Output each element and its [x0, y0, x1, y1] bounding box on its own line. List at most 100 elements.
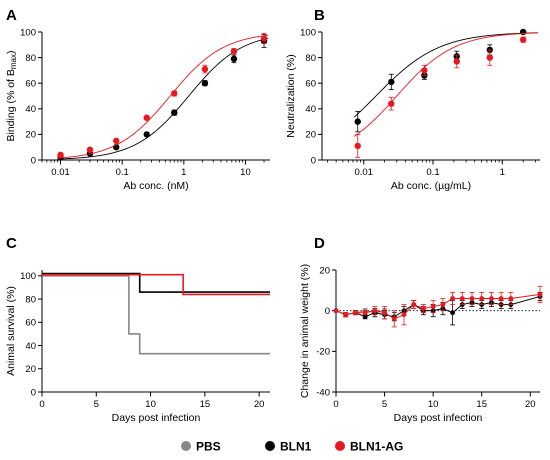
x-tick-label: 10	[240, 167, 251, 178]
y-axis-label-main: Binding (% of B	[5, 69, 17, 141]
data-point	[362, 310, 368, 316]
y-tick-label: 40	[305, 104, 316, 115]
y-axis-label: Binding (% of Bmax)	[5, 51, 18, 142]
y-tick-label: 20	[25, 364, 36, 375]
panel-c: C 0 20 40 60 80 100 0 5 10 15 20 Days post infection…	[5, 235, 270, 424]
series-pbs	[42, 275, 270, 355]
data-point	[382, 310, 387, 316]
y-tick-label: 20	[319, 265, 330, 276]
series-bln1	[353, 28, 538, 133]
y-tick-label: 60	[305, 79, 316, 90]
x-tick-label: 20	[525, 399, 536, 410]
x-tick-label: 5	[382, 399, 387, 410]
data-point	[421, 306, 426, 312]
panel-letter: B	[314, 7, 325, 24]
y-axis-label-close: )	[5, 51, 17, 55]
x-tick-label: 0.1	[116, 167, 129, 178]
data-point	[401, 312, 407, 318]
data-point	[354, 118, 361, 125]
fit-curve	[57, 37, 269, 160]
survival-line	[42, 275, 270, 355]
y-axis-label: Animal survival (%)	[5, 286, 17, 376]
fit-curve	[57, 34, 269, 159]
data-point	[86, 146, 94, 153]
legend-label: PBS	[196, 440, 221, 454]
y-tick-label: -40	[316, 387, 330, 398]
data-point	[486, 54, 493, 61]
y-tick-label: 80	[25, 53, 36, 64]
x-tick-label: 20	[254, 399, 265, 410]
x-tick-label: 15	[200, 399, 211, 410]
data-point	[537, 292, 543, 297]
legend-label: BLN1	[280, 440, 312, 454]
x-tick-label: 1	[181, 167, 186, 178]
data-point	[113, 137, 120, 144]
y-tick-label: 100	[300, 27, 316, 38]
data-point	[391, 316, 397, 322]
y-tick-label: 80	[305, 53, 316, 64]
y-axis-label: Change in animal weight (%)	[299, 264, 311, 398]
panel-letter: C	[6, 235, 17, 252]
panel-b: B 0 20 40 60 80 100 0.01 0.1 1 Ab conc. (µg/mL) Neu…	[285, 7, 540, 192]
y-tick-label: 60	[25, 79, 36, 90]
series-bln1	[42, 272, 270, 293]
y-tick-label: 0	[325, 306, 330, 317]
data-point	[453, 58, 460, 65]
survival-line	[42, 272, 270, 293]
y-tick-label: 20	[25, 130, 36, 141]
data-point	[388, 100, 395, 107]
data-point	[388, 78, 395, 86]
x-tick-label: 0	[39, 399, 44, 410]
y-tick-label: -20	[316, 347, 330, 358]
series-bln1-ag	[333, 285, 543, 328]
x-tick-label: 5	[94, 399, 99, 410]
x-tick-label: 1	[500, 167, 505, 178]
data-point	[260, 35, 268, 42]
data-point	[450, 296, 455, 301]
x-tick-label: 15	[476, 399, 487, 410]
series-bln1-ag	[42, 273, 270, 296]
data-point	[372, 308, 378, 314]
y-tick-label: 100	[20, 271, 36, 282]
series-bln1-ag	[354, 32, 538, 158]
data-point	[343, 312, 349, 318]
x-tick-label: 10	[428, 399, 439, 410]
data-point	[411, 302, 417, 307]
legend: PBS BLN1 BLN1-AG	[181, 440, 403, 454]
y-tick-label: 20	[305, 130, 316, 141]
legend-marker	[181, 441, 191, 451]
data-point	[143, 131, 150, 138]
y-tick-label: 40	[25, 341, 36, 352]
data-point	[469, 296, 475, 301]
data-point	[479, 296, 485, 301]
panel-a: A 0 20 40 60 80 100 0.01 0.1 1 10 Ab conc. (nM) Bind…	[5, 7, 270, 192]
legend-label: BLN1-AG	[350, 440, 403, 454]
data-point	[519, 28, 527, 36]
survival-line	[42, 273, 270, 296]
data-point	[430, 304, 436, 309]
y-tick-label: 60	[25, 318, 36, 329]
x-axis-label: Days post infection	[394, 412, 483, 424]
y-tick-label: 80	[25, 294, 36, 305]
data-point	[230, 55, 238, 63]
data-point	[201, 80, 209, 87]
panel-d: D -40 -20 0 20 0 5 10 15 20 Days post infection Cha…	[299, 235, 543, 424]
y-tick-label: 0	[31, 155, 36, 166]
legend-marker	[335, 441, 345, 451]
data-point	[57, 151, 64, 159]
y-axis-label-sub: max	[9, 54, 18, 69]
x-tick-label: 10	[145, 399, 156, 410]
x-tick-label: 0.01	[51, 167, 70, 178]
data-point	[354, 142, 361, 150]
data-point	[421, 67, 428, 74]
x-tick-label: 0.01	[354, 167, 373, 178]
data-point	[171, 109, 178, 116]
data-point	[143, 114, 150, 121]
data-point	[362, 314, 368, 320]
data-point	[508, 296, 514, 301]
legend-marker	[265, 441, 275, 451]
data-point	[353, 310, 358, 316]
data-point	[459, 296, 465, 301]
y-tick-label: 0	[311, 155, 316, 166]
